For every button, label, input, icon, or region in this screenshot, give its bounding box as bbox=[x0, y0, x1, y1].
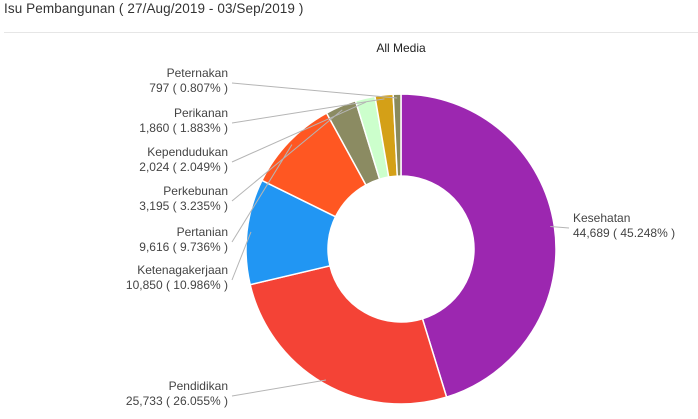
slice-label-value: 10,850 ( 10.986% ) bbox=[126, 278, 228, 292]
labels-group: Kesehatan 44,689 ( 45.248% ) Pendidikan 25,… bbox=[126, 66, 675, 408]
page-title: Isu Pembangunan ( 27/Aug/2019 - 03/Sep/2… bbox=[4, 1, 304, 16]
slice-label-perikanan: Perikanan 1,860 ( 1.883% ) bbox=[139, 106, 228, 135]
slice-label-perkebunan: Perkebunan 3,195 ( 3.235% ) bbox=[139, 184, 228, 213]
slice-label-name: Ketenagakerjaan bbox=[137, 263, 228, 277]
header-divider bbox=[4, 32, 698, 33]
slice-label-name: Kependudukan bbox=[147, 145, 228, 159]
slice-label-name: Perikanan bbox=[174, 106, 228, 120]
slices-group bbox=[245, 93, 557, 405]
slice-label-name: Pendidikan bbox=[169, 379, 228, 393]
slice-label-value: 1,860 ( 1.883% ) bbox=[139, 121, 228, 135]
slice-label-pertanian: Pertanian 9,616 ( 9.736% ) bbox=[139, 225, 228, 254]
slice-label-name: Kesehatan bbox=[573, 211, 630, 225]
slice-peternakan[interactable] bbox=[392, 93, 402, 177]
slice-label-kesehatan: Kesehatan 44,689 ( 45.248% ) bbox=[573, 211, 675, 240]
leader-line-ketenagakerjaan bbox=[231, 231, 252, 281]
slice-label-value: 25,733 ( 26.055% ) bbox=[126, 394, 228, 408]
slice-label-value: 3,195 ( 3.235% ) bbox=[139, 199, 228, 213]
slice-kesehatan[interactable] bbox=[400, 93, 557, 399]
slice-pendidikan[interactable] bbox=[249, 264, 448, 405]
leader-line-peternakan bbox=[231, 82, 398, 99]
slice-label-name: Peternakan bbox=[167, 66, 228, 80]
leader-line-kesehatan bbox=[550, 226, 570, 229]
slice-label-name: Perkebunan bbox=[163, 184, 228, 198]
leader-line-pendidikan bbox=[231, 379, 327, 397]
slice-label-pendidikan: Pendidikan 25,733 ( 26.055% ) bbox=[126, 379, 228, 408]
leader-line-pertanian bbox=[231, 144, 293, 243]
slice-label-kependudukan: Kependudukan 2,024 ( 2.049% ) bbox=[139, 145, 228, 174]
slice-label-name: Pertanian bbox=[177, 225, 228, 239]
slice-label-ketenagakerjaan: Ketenagakerjaan 10,850 ( 10.986% ) bbox=[126, 263, 228, 292]
chart-subtitle: All Media bbox=[376, 41, 426, 55]
slice-label-value: 797 ( 0.807% ) bbox=[149, 81, 228, 95]
leader-line-perkebunan bbox=[231, 109, 343, 202]
leader-lines-group bbox=[231, 82, 570, 397]
leader-line-perikanan bbox=[231, 98, 385, 124]
slice-label-value: 2,024 ( 2.049% ) bbox=[139, 160, 228, 174]
slice-label-value: 9,616 ( 9.736% ) bbox=[139, 240, 228, 254]
slice-label-value: 44,689 ( 45.248% ) bbox=[573, 226, 675, 240]
slice-label-peternakan: Peternakan 797 ( 0.807% ) bbox=[149, 66, 228, 95]
leader-line-kependudukan bbox=[231, 101, 367, 163]
